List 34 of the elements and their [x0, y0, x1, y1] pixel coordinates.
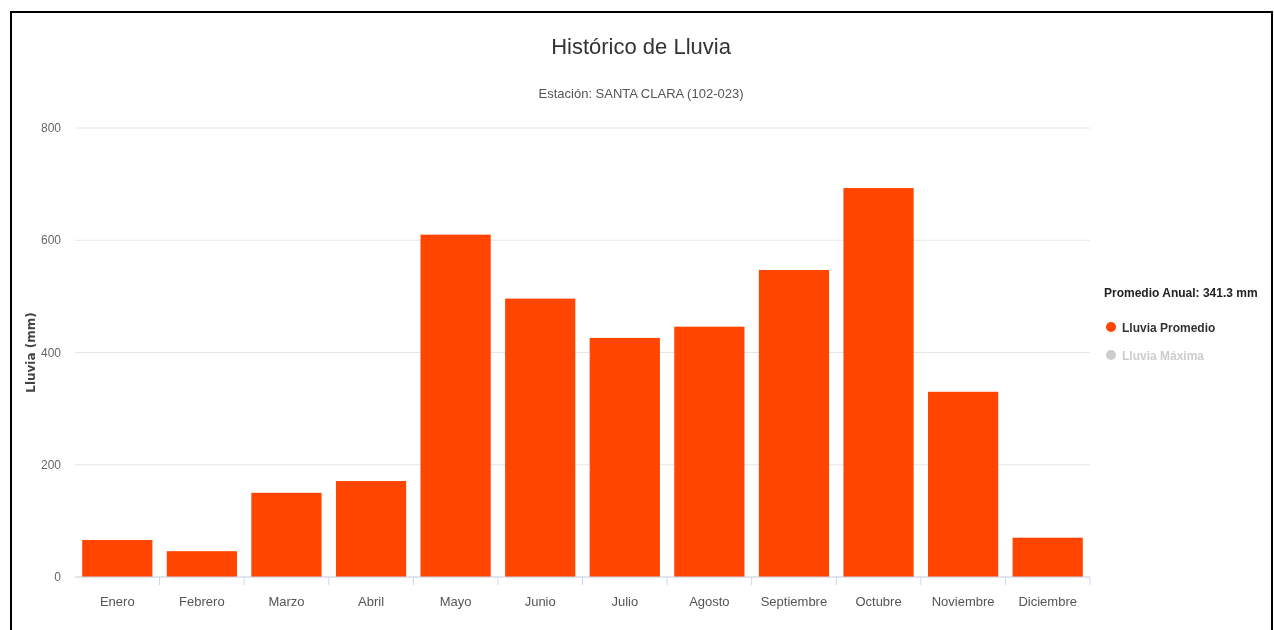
x-tick-label: Marzo	[268, 594, 305, 609]
x-tick-label: Agosto	[689, 594, 730, 609]
chart-title: Histórico de Lluvia	[551, 34, 732, 59]
bar	[1012, 537, 1083, 577]
x-tick-label: Septiembre	[760, 594, 828, 609]
legend-title: Promedio Anual: 341.3 mm	[1104, 286, 1258, 300]
bar	[928, 391, 999, 577]
x-tick-label: Abril	[358, 594, 385, 609]
y-tick-label: 400	[40, 345, 62, 360]
bar	[505, 298, 576, 577]
bar	[82, 539, 153, 577]
y-tick-label: 600	[40, 233, 62, 248]
bar	[335, 481, 407, 577]
y-tick-label: 800	[40, 121, 62, 135]
bar	[674, 326, 745, 577]
chart-subtitle: Estación: SANTA CLARA (102-023)	[538, 86, 744, 101]
bar	[589, 337, 660, 577]
x-tick-label: Junio	[524, 594, 556, 609]
x-tick-label: Julio	[611, 594, 639, 609]
x-tick-label: Febrero	[179, 594, 225, 609]
bar	[420, 234, 491, 577]
y-axis-title: Lluvia (mm)	[24, 312, 38, 393]
x-tick-label: Enero	[99, 594, 135, 609]
y-tick-label: 0	[54, 570, 62, 584]
x-tick-label: Octubre	[855, 594, 902, 609]
x-tick-label: Mayo	[439, 594, 472, 609]
bar	[758, 270, 830, 577]
x-tick-label: Diciembre	[1018, 594, 1077, 609]
bar	[843, 188, 914, 577]
legend-label: Lluvia Promedio	[1122, 321, 1216, 335]
bar	[166, 551, 237, 577]
y-tick-label: 200	[40, 457, 62, 472]
bar	[251, 492, 322, 577]
x-tick-label: Noviembre	[931, 594, 995, 609]
